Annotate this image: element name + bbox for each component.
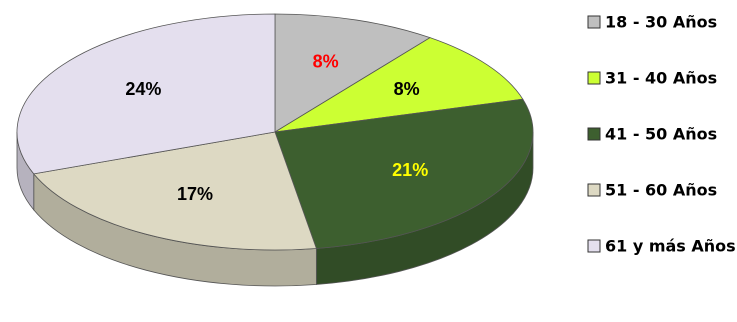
legend-label: 18 - 30 Años [605,13,717,32]
legend-swatch [587,71,601,85]
legend-swatch [587,183,601,197]
legend-label: 41 - 50 Años [605,125,717,144]
data-label: 8% [313,51,339,71]
legend-swatch [587,127,601,141]
data-label: 21% [392,160,428,180]
slice [33,131,317,251]
legend-label: 51 - 60 Años [605,181,717,200]
pie: 8% 8% 21% 17% 24% [16,13,534,287]
legend: 18 - 30 Años 31 - 40 Años 41 - 50 Años 51 -… [587,13,736,256]
slice [274,13,431,133]
legend-label: 31 - 40 Años [605,69,717,88]
legend-swatch [587,239,601,253]
data-label: 24% [125,79,161,99]
slice [274,37,524,133]
data-label: 17% [177,184,213,204]
slice [274,98,534,249]
legend-label: 61 y más Años [605,237,736,256]
data-label: 8% [394,79,420,99]
slice [16,13,276,175]
legend-swatch [587,15,601,29]
